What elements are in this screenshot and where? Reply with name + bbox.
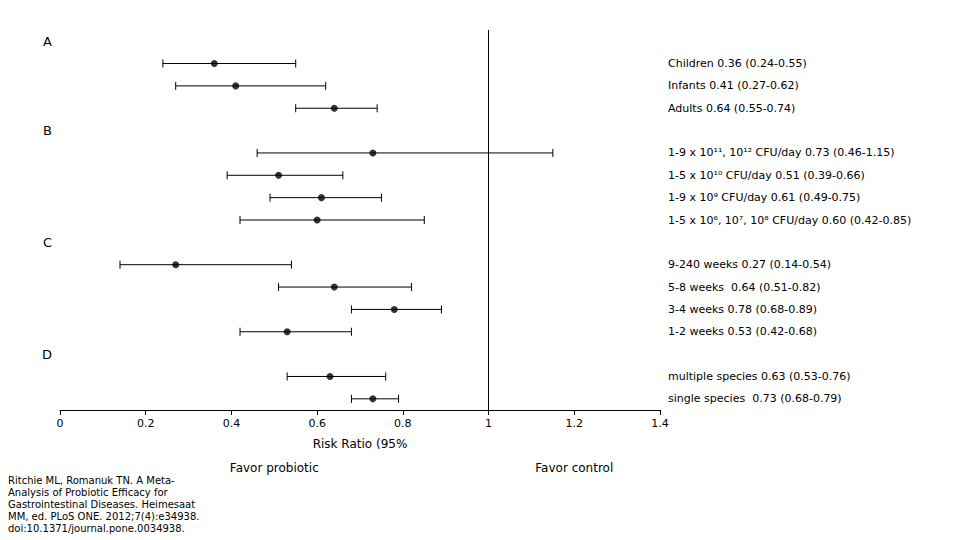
svg-text:1-9 x 10¹¹, 10¹² CFU/day 0.73: 1-9 x 10¹¹, 10¹² CFU/day 0.73 (0.46-1.15…	[668, 146, 895, 159]
svg-text:0.2: 0.2	[137, 417, 155, 430]
svg-text:B: B	[43, 123, 52, 138]
svg-text:1-5 x 10⁶, 10⁷, 10⁸ CFU/day 0.: 1-5 x 10⁶, 10⁷, 10⁸ CFU/day 0.60 (0.42-0…	[668, 214, 911, 227]
svg-text:multiple species 0.63 (0.53-0.: multiple species 0.63 (0.53-0.76)	[668, 370, 851, 383]
svg-text:Favor control: Favor control	[535, 461, 613, 475]
svg-text:Gastrointestinal Diseases. Hei: Gastrointestinal Diseases. Heimesaat	[8, 499, 195, 510]
svg-text:Risk Ratio (95%: Risk Ratio (95%	[313, 437, 408, 451]
svg-text:doi:10.1371/journal.pone.00349: doi:10.1371/journal.pone.0034938.	[8, 523, 185, 534]
svg-text:0: 0	[57, 417, 64, 430]
svg-text:0.4: 0.4	[223, 417, 241, 430]
svg-text:1: 1	[485, 417, 492, 430]
svg-text:0.6: 0.6	[308, 417, 326, 430]
svg-text:1-2 weeks 0.53 (0.42-0.68): 1-2 weeks 0.53 (0.42-0.68)	[668, 325, 817, 338]
svg-text:Favor probiotic: Favor probiotic	[230, 461, 319, 475]
svg-text:3-4 weeks 0.78 (0.68-0.89): 3-4 weeks 0.78 (0.68-0.89)	[668, 303, 817, 316]
svg-text:Infants 0.41 (0.27-0.62): Infants 0.41 (0.27-0.62)	[668, 79, 799, 92]
svg-text:Children 0.36 (0.24-0.55): Children 0.36 (0.24-0.55)	[668, 57, 807, 70]
svg-text:single species 0.73 (0.68-0.7: single species 0.73 (0.68-0.79)	[668, 392, 842, 405]
svg-text:Adults 0.64 (0.55-0.74): Adults 0.64 (0.55-0.74)	[668, 102, 795, 115]
svg-text:Ritchie ML, Romanuk TN. A Meta: Ritchie ML, Romanuk TN. A Meta-	[8, 475, 175, 486]
svg-text:1-5 x 10¹⁰ CFU/day 0.51 (0.39-: 1-5 x 10¹⁰ CFU/day 0.51 (0.39-0.66)	[668, 169, 865, 182]
svg-text:A: A	[43, 34, 52, 49]
svg-text:MM, ed. PLoS ONE. 2012;7(4):e3: MM, ed. PLoS ONE. 2012;7(4):e34938.	[8, 511, 199, 522]
svg-text:1-9 x 10⁹ CFU/day 0.61 (0.49-0: 1-9 x 10⁹ CFU/day 0.61 (0.49-0.75)	[668, 191, 860, 204]
svg-text:0.8: 0.8	[394, 417, 412, 430]
svg-text:9-240 weeks 0.27 (0.14-0.54): 9-240 weeks 0.27 (0.14-0.54)	[668, 258, 831, 271]
svg-text:1.4: 1.4	[651, 417, 669, 430]
svg-text:D: D	[42, 347, 52, 362]
svg-text:1.2: 1.2	[566, 417, 584, 430]
svg-text:Analysis of Probiotic Efficacy: Analysis of Probiotic Efficacy for	[8, 487, 169, 498]
svg-text:5-8 weeks 0.64 (0.51-0.82): 5-8 weeks 0.64 (0.51-0.82)	[668, 281, 821, 294]
svg-text:C: C	[43, 235, 52, 250]
